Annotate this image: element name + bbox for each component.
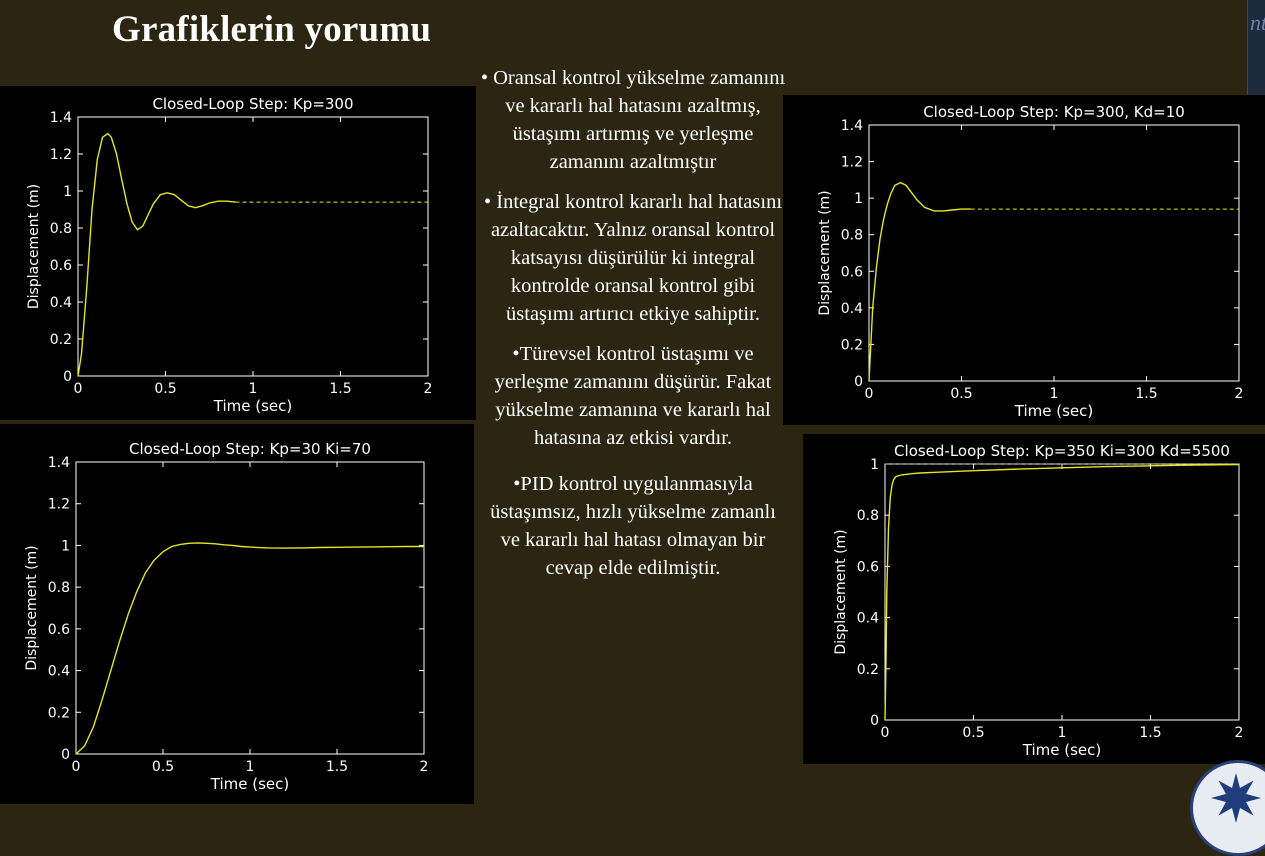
- y-tick-label: 0.2: [841, 337, 863, 353]
- bullet-integral: • İntegral kontrol kararlı hal hatasını …: [483, 191, 783, 325]
- plot-frame: [884, 463, 1240, 721]
- x-tick-label: 0.5: [154, 381, 176, 397]
- step-response-line: [75, 542, 424, 755]
- x-tick-label: 0: [72, 759, 81, 775]
- x-axis-label: Time (sec): [1014, 402, 1093, 420]
- chart-kp30-ki70: Closed-Loop Step: Kp=30 Ki=70 Time (sec) D…: [0, 424, 474, 804]
- y-tick-label: 0: [854, 374, 863, 390]
- x-tick-label: 1: [1058, 725, 1067, 741]
- side-decoration-text: ntr: [1250, 10, 1265, 35]
- y-tick-label: 1: [63, 184, 72, 200]
- bullet-pid: •PID kontrol uygulanmasıyla üstaşımsız, …: [490, 473, 776, 579]
- y-tick-label: 1: [854, 191, 863, 207]
- y-tick-label: 1.2: [841, 155, 863, 171]
- y-axis-label: Displacement (m): [24, 545, 40, 670]
- x-tick-label: 0.5: [950, 386, 972, 402]
- x-tick-label: 2: [424, 381, 433, 397]
- x-tick-label: 0.5: [152, 759, 174, 775]
- x-axis-label: Time (sec): [1022, 741, 1101, 759]
- x-tick-label: 1: [246, 759, 255, 775]
- y-tick-label: 1: [870, 457, 879, 473]
- y-tick-label: 0: [870, 713, 879, 729]
- y-tick-label: 0.8: [857, 508, 879, 524]
- chart-svg: Closed-Loop Step: Kp=30 Ki=70 Time (sec) D…: [24, 440, 429, 793]
- chart-title: Closed-Loop Step: Kp=300, Kd=10: [923, 103, 1185, 121]
- step-response-line: [868, 181, 971, 382]
- x-tick-label: 0: [865, 386, 874, 402]
- interpretation-text: • Oransal kontrol yükselme zamanını ve k…: [478, 64, 788, 582]
- chart-title: Closed-Loop Step: Kp=30 Ki=70: [129, 440, 371, 458]
- slide-title: Grafiklerin yorumu: [112, 9, 432, 50]
- x-tick-label: 0: [881, 725, 890, 741]
- x-axis-label: Time (sec): [213, 397, 292, 415]
- y-tick-label: 0: [61, 747, 70, 763]
- x-tick-label: 0: [74, 381, 83, 397]
- y-tick-label: 0.6: [841, 264, 863, 280]
- y-tick-label: 0.4: [857, 611, 879, 627]
- bullet-proportional: • Oransal kontrol yükselme zamanını ve k…: [480, 67, 786, 173]
- chart-title: Closed-Loop Step: Kp=350 Ki=300 Kd=5500: [894, 442, 1230, 460]
- plot-frame: [75, 461, 425, 755]
- x-tick-label: 2: [1235, 725, 1244, 741]
- y-tick-label: 0.6: [48, 622, 70, 638]
- y-axis-label: Displacement (m): [833, 529, 849, 654]
- logo-star-icon: [1211, 773, 1261, 823]
- y-tick-label: 0.4: [48, 664, 70, 680]
- y-tick-label: 1.2: [50, 147, 72, 163]
- step-response-line: [77, 132, 236, 377]
- side-decoration: ntr: [1247, 0, 1265, 110]
- x-axis-label: Time (sec): [210, 775, 289, 793]
- y-tick-label: 0.2: [50, 332, 72, 348]
- x-tick-label: 1.5: [1135, 386, 1157, 402]
- y-tick-label: 0.4: [50, 295, 72, 311]
- chart-svg: Closed-Loop Step: Kp=350 Ki=300 Kd=5500 T…: [833, 442, 1244, 759]
- x-tick-label: 2: [1235, 386, 1244, 402]
- x-tick-label: 1: [1050, 386, 1059, 402]
- y-axis-label: Displacement (m): [817, 190, 833, 315]
- x-tick-label: 1.5: [326, 759, 348, 775]
- y-tick-label: 1: [61, 538, 70, 554]
- university-logo: [1190, 760, 1265, 856]
- y-tick-label: 0: [63, 369, 72, 385]
- x-tick-label: 1.5: [329, 381, 351, 397]
- x-tick-label: 0.5: [962, 725, 984, 741]
- y-axis-label: Displacement (m): [26, 184, 42, 309]
- y-tick-label: 0.6: [50, 258, 72, 274]
- y-tick-label: 1.4: [50, 110, 72, 126]
- chart-kp300: Closed-Loop Step: Kp=300 Time (sec) Displa…: [0, 86, 476, 420]
- step-response-line: [884, 463, 1240, 721]
- y-tick-label: 1.4: [841, 118, 863, 134]
- y-tick-label: 1.2: [48, 497, 70, 513]
- plot-frame: [868, 124, 1240, 382]
- chart-svg: Closed-Loop Step: Kp=300 Time (sec) Displa…: [26, 95, 433, 415]
- bullet-derivative: •Türevsel kontrol üstaşımı ve yerleşme z…: [494, 343, 772, 449]
- y-tick-label: 0.2: [48, 705, 70, 721]
- chart-kp300-kd10: Closed-Loop Step: Kp=300, Kd=10 Time (sec…: [783, 95, 1265, 425]
- x-tick-label: 1.5: [1139, 725, 1161, 741]
- y-tick-label: 0.8: [48, 580, 70, 596]
- y-tick-label: 1.4: [48, 455, 70, 471]
- chart-pid: Closed-Loop Step: Kp=350 Ki=300 Kd=5500 T…: [803, 434, 1265, 764]
- y-tick-label: 0.6: [857, 559, 879, 575]
- y-tick-label: 0.8: [841, 228, 863, 244]
- x-tick-label: 1: [249, 381, 258, 397]
- y-tick-label: 0.8: [50, 221, 72, 237]
- x-tick-label: 2: [420, 759, 429, 775]
- plot-frame: [77, 116, 429, 377]
- chart-title: Closed-Loop Step: Kp=300: [152, 95, 353, 113]
- y-tick-label: 0.2: [857, 662, 879, 678]
- y-tick-label: 0.4: [841, 301, 863, 317]
- chart-svg: Closed-Loop Step: Kp=300, Kd=10 Time (sec…: [817, 103, 1244, 420]
